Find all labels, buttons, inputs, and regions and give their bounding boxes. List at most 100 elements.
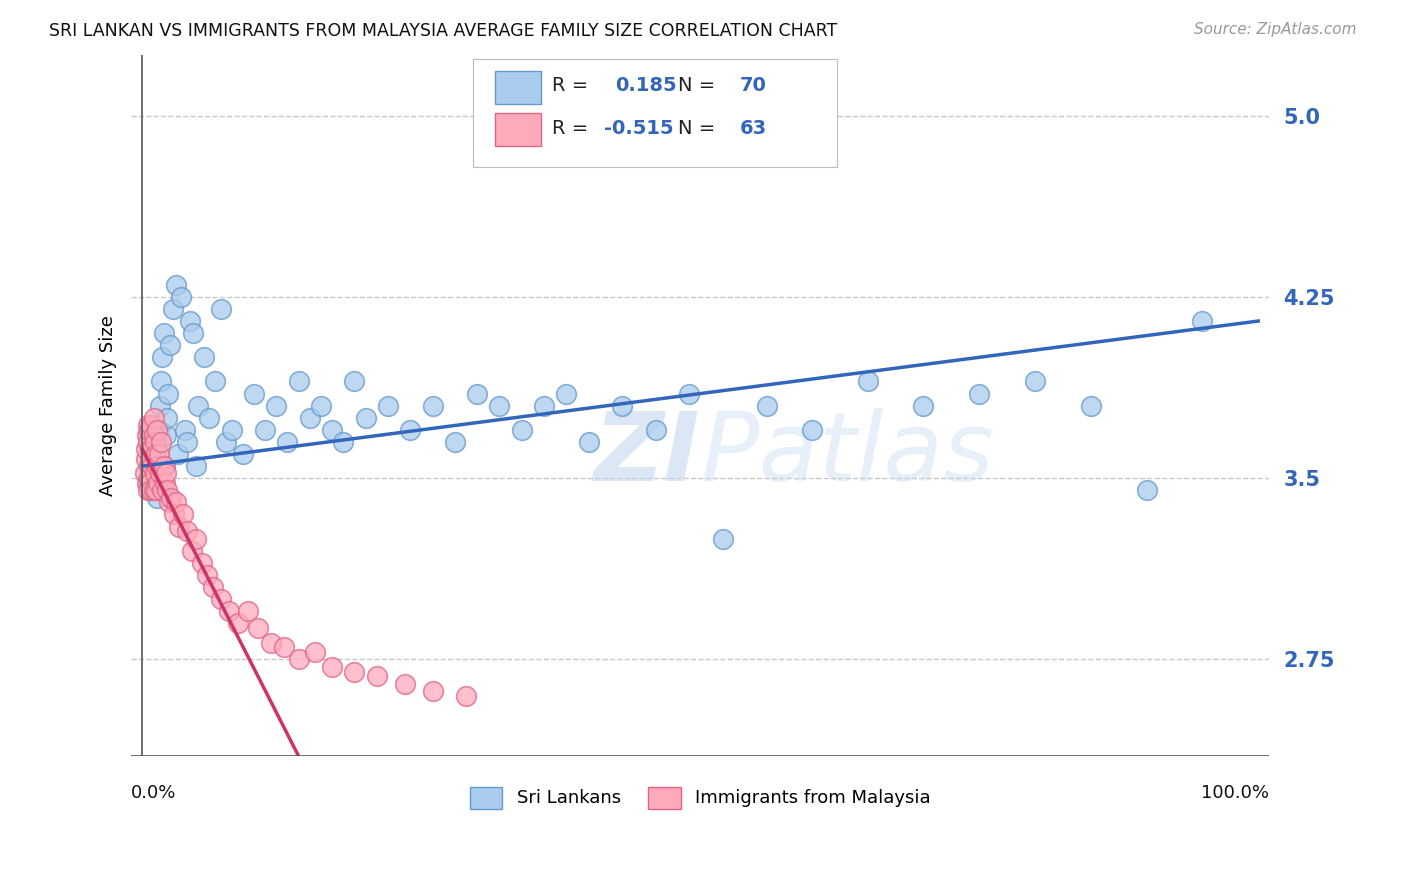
Text: R =: R = [553, 120, 589, 138]
Text: R =: R = [553, 76, 589, 95]
Point [578, 434, 600, 449]
Point [143, 467, 166, 481]
Point [195, 567, 218, 582]
Point [218, 604, 240, 618]
Point [160, 491, 183, 505]
Point [138, 423, 160, 437]
Point [443, 434, 465, 449]
Point [394, 676, 416, 690]
Point [232, 447, 254, 461]
Point [190, 556, 212, 570]
Point [150, 375, 173, 389]
Point [912, 399, 935, 413]
Point [150, 434, 173, 449]
Point [142, 427, 165, 442]
Point [156, 483, 179, 498]
Text: 70: 70 [740, 76, 768, 95]
Point [354, 410, 377, 425]
Point [1136, 483, 1159, 498]
Point [247, 621, 270, 635]
FancyBboxPatch shape [495, 70, 541, 104]
Point [343, 665, 366, 679]
Point [321, 659, 343, 673]
Point [176, 434, 198, 449]
Point [209, 592, 232, 607]
Text: N =: N = [678, 120, 714, 138]
Point [1191, 314, 1213, 328]
Point [145, 483, 167, 498]
Point [165, 277, 187, 292]
Point [142, 483, 165, 498]
Point [187, 399, 209, 413]
Point [209, 301, 232, 316]
Point [332, 434, 354, 449]
Point [167, 519, 190, 533]
Point [142, 410, 165, 425]
Point [800, 423, 823, 437]
Text: ZI: ZI [593, 409, 700, 501]
Point [228, 616, 250, 631]
Point [149, 399, 172, 413]
Point [139, 459, 162, 474]
Point [273, 640, 295, 655]
Point [309, 399, 332, 413]
Point [180, 543, 202, 558]
Point [298, 410, 321, 425]
FancyBboxPatch shape [472, 59, 837, 168]
Point [146, 423, 169, 437]
Point [139, 442, 162, 457]
Text: Source: ZipAtlas.com: Source: ZipAtlas.com [1194, 22, 1357, 37]
Point [254, 423, 277, 437]
Point [756, 399, 779, 413]
Point [204, 375, 226, 389]
Point [157, 386, 180, 401]
Point [152, 483, 174, 498]
Point [139, 451, 162, 466]
Point [141, 483, 163, 498]
Point [153, 459, 176, 474]
Text: SRI LANKAN VS IMMIGRANTS FROM MALAYSIA AVERAGE FAMILY SIZE CORRELATION CHART: SRI LANKAN VS IMMIGRANTS FROM MALAYSIA A… [49, 22, 838, 40]
Point [155, 467, 177, 481]
Point [134, 467, 156, 481]
Point [612, 399, 634, 413]
Point [170, 290, 193, 304]
Point [243, 386, 266, 401]
Point [167, 447, 190, 461]
Point [198, 410, 221, 425]
Point [488, 399, 510, 413]
Point [152, 326, 174, 340]
Point [510, 423, 533, 437]
Point [377, 399, 399, 413]
Point [1080, 399, 1102, 413]
Point [533, 399, 555, 413]
Point [856, 375, 879, 389]
Point [266, 399, 288, 413]
Point [1024, 375, 1046, 389]
Point [165, 495, 187, 509]
Point [141, 483, 163, 498]
Point [678, 386, 700, 401]
Point [135, 475, 157, 490]
Point [184, 532, 207, 546]
Point [135, 442, 157, 457]
Text: Patlas: Patlas [700, 409, 994, 501]
Point [138, 471, 160, 485]
Point [260, 635, 283, 649]
Text: 63: 63 [740, 120, 768, 138]
Point [304, 645, 326, 659]
Point [156, 410, 179, 425]
Point [193, 351, 215, 365]
Point [422, 399, 444, 413]
Point [148, 423, 170, 437]
Point [139, 475, 162, 490]
Point [141, 442, 163, 457]
Point [184, 459, 207, 474]
Point [238, 604, 260, 618]
Point [181, 326, 204, 340]
Point [201, 580, 224, 594]
FancyBboxPatch shape [495, 112, 541, 146]
Point [136, 417, 159, 432]
Point [179, 314, 201, 328]
Point [176, 524, 198, 539]
Point [148, 447, 170, 461]
